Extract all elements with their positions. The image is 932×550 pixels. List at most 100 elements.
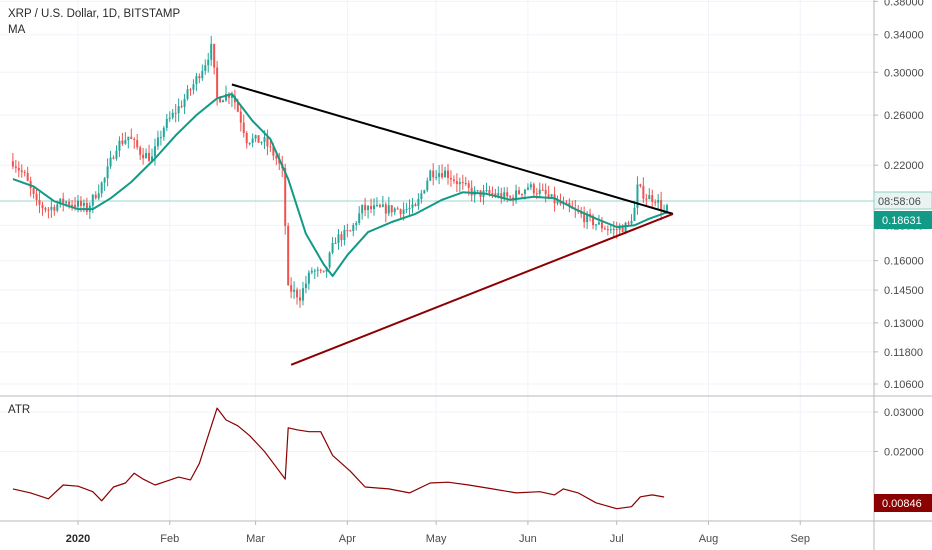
time-tick-label: Feb	[160, 533, 179, 545]
candle	[565, 199, 568, 204]
ma-indicator-label[interactable]: MA	[8, 24, 26, 36]
candle	[367, 205, 370, 219]
ma-line[interactable]	[12, 93, 668, 277]
candle	[168, 111, 171, 122]
candle	[361, 204, 364, 220]
candle	[633, 201, 636, 222]
trendline-lower[interactable]	[290, 212, 674, 366]
candle	[470, 180, 473, 202]
atr-indicator-label[interactable]: ATR	[8, 404, 30, 416]
candle	[183, 93, 186, 115]
candle	[44, 206, 47, 213]
candle	[151, 148, 153, 162]
atr-value-badge: 0.00846	[874, 494, 932, 512]
candle	[239, 104, 242, 132]
candle	[426, 177, 429, 193]
candle	[370, 198, 373, 213]
candle	[310, 267, 313, 275]
candle	[316, 266, 319, 277]
candle	[103, 176, 106, 191]
candle	[112, 155, 115, 160]
time-tick-label: May	[426, 533, 447, 545]
candle	[349, 229, 352, 232]
candle	[509, 195, 512, 200]
candle	[429, 169, 432, 182]
candle	[405, 202, 408, 213]
candle	[118, 136, 121, 157]
candle	[245, 131, 248, 149]
candle	[461, 174, 464, 190]
price-tick-label: 0.34000	[884, 30, 924, 42]
atr-axis[interactable]: 0.03000 0.02000	[874, 407, 924, 458]
candle	[136, 133, 139, 150]
candle	[458, 177, 461, 193]
atr-tick-label: 0.02000	[884, 446, 924, 458]
candle	[340, 231, 343, 247]
candle	[159, 130, 162, 146]
candle	[100, 181, 103, 198]
price-tick-label: 0.22000	[884, 160, 924, 172]
candle	[266, 129, 269, 156]
candle	[441, 164, 444, 180]
time-tick-label: Apr	[339, 533, 356, 545]
candle	[124, 132, 127, 145]
candle	[139, 145, 142, 160]
candle	[20, 164, 23, 178]
time-tick-label: Aug	[699, 533, 719, 545]
candle	[142, 147, 145, 165]
candle	[660, 191, 663, 221]
candle	[334, 237, 337, 244]
candle	[198, 73, 201, 84]
price-axis[interactable]: 0.380000.340000.300000.260000.220000.180…	[874, 0, 924, 391]
candle	[417, 193, 420, 210]
candle	[26, 166, 29, 182]
candle	[352, 222, 355, 237]
candle	[529, 181, 532, 191]
candle	[156, 130, 159, 151]
candle	[358, 206, 361, 226]
candle	[62, 192, 65, 212]
candle	[651, 189, 654, 209]
candle	[612, 221, 615, 238]
candle	[414, 202, 417, 207]
candle	[411, 197, 414, 214]
candle	[375, 197, 378, 208]
candle	[373, 198, 375, 216]
candle	[109, 150, 112, 169]
time-axis[interactable]: 2020 Feb Mar Apr May Jun Jul Aug Sep	[66, 521, 810, 545]
candle	[251, 133, 254, 148]
candle	[384, 202, 387, 223]
candle	[618, 223, 621, 236]
price-tick-label: 0.10600	[884, 379, 924, 391]
candle	[38, 191, 41, 214]
candle	[464, 176, 467, 186]
candle	[225, 85, 227, 103]
candle	[438, 165, 441, 185]
candle	[85, 197, 88, 215]
candle	[452, 175, 455, 184]
candle	[476, 189, 479, 193]
candle	[449, 170, 452, 187]
candle	[222, 99, 225, 103]
trendline-upper[interactable]	[231, 83, 674, 215]
time-tick-label: Jun	[519, 533, 537, 545]
candle	[106, 158, 109, 187]
price-tick-label: 0.26000	[884, 110, 924, 122]
candle	[254, 134, 257, 143]
price-tick-label: 0.16000	[884, 256, 924, 268]
candle	[47, 207, 50, 219]
indicator-lines	[12, 83, 674, 510]
chart-title: XRP / U.S. Dollar, 1D, BITSTAMP	[8, 8, 180, 20]
atr-line[interactable]	[12, 407, 665, 510]
candle	[544, 183, 547, 203]
candle	[17, 161, 20, 178]
candle	[293, 281, 296, 299]
time-tick-label: Jul	[610, 533, 624, 545]
candle	[645, 193, 648, 207]
candle	[393, 207, 396, 216]
candle	[654, 199, 657, 207]
candle	[500, 187, 503, 204]
candle	[346, 223, 349, 238]
candle	[189, 87, 192, 96]
